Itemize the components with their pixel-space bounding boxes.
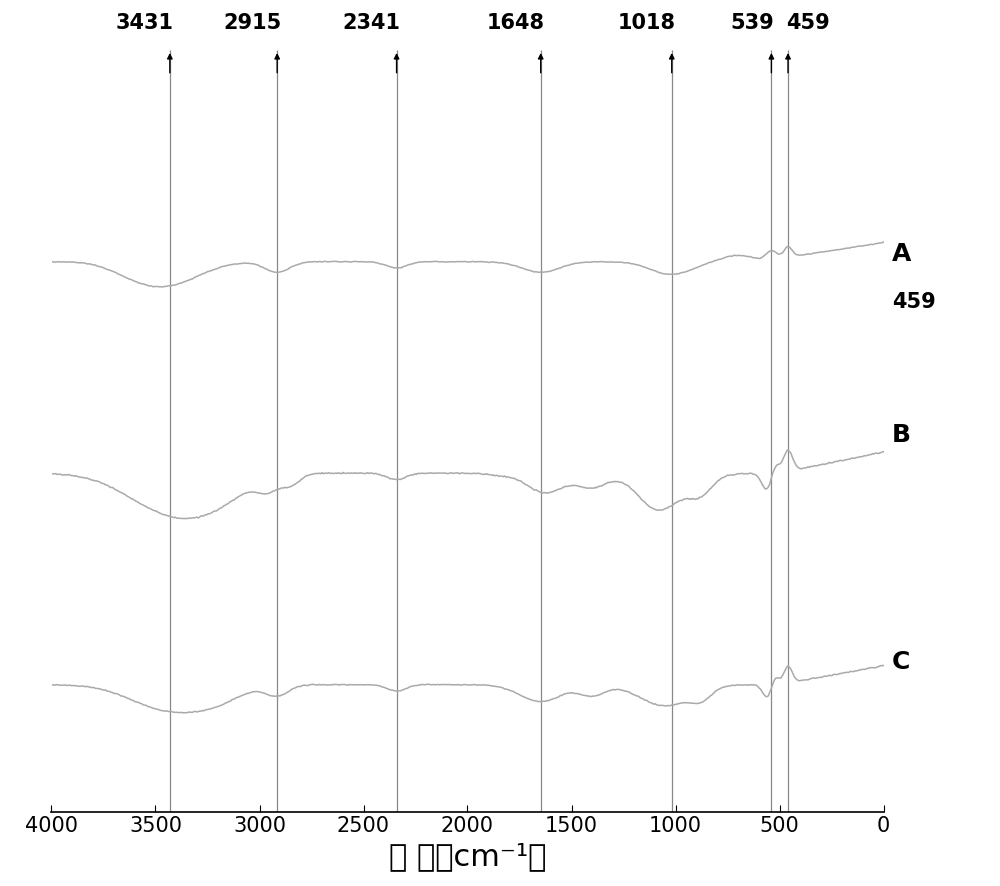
Text: 2341: 2341 [343,13,401,34]
Text: 2915: 2915 [223,13,281,34]
Text: 459: 459 [786,13,830,34]
Text: A: A [892,242,911,266]
Text: 1648: 1648 [487,13,545,34]
Text: 3431: 3431 [116,13,174,34]
Text: 1018: 1018 [618,13,676,34]
Text: B: B [892,424,911,447]
Text: 539: 539 [731,13,775,34]
X-axis label: 波 数（cm⁻¹）: 波 数（cm⁻¹） [389,842,546,871]
Text: C: C [892,649,910,674]
Text: 459: 459 [892,292,936,312]
